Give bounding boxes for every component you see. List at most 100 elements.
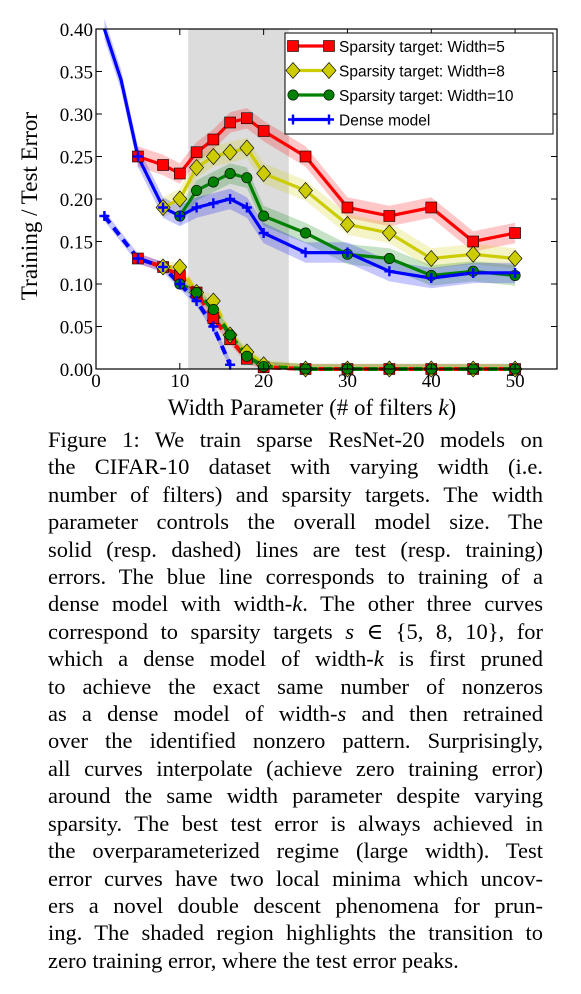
- caption-line: dense model with width-k. The other thre…: [48, 591, 543, 617]
- y-tick-label: 0.10: [60, 275, 93, 296]
- legend-label: Dense model: [339, 113, 430, 130]
- width5-test-point: [207, 133, 220, 146]
- caption-line: around the same width parameter despite …: [48, 783, 543, 809]
- width5-test-point: [383, 210, 396, 222]
- caption-line: solid (resp. dashed) lines are test (res…: [48, 536, 543, 562]
- x-axis-label: Width Parameter (# of filters k): [168, 395, 456, 420]
- width8-test-point: [239, 139, 255, 157]
- width10-test-point: [191, 185, 203, 197]
- width5-test-point: [509, 227, 521, 239]
- x-tick-label: 10: [170, 371, 189, 392]
- y-tick-label: 0.05: [60, 318, 93, 339]
- x-tick-label: 50: [506, 371, 525, 392]
- width10-test-point: [300, 227, 312, 239]
- width10-test-point: [258, 210, 270, 222]
- dense-test-point: [241, 202, 252, 213]
- width8-test-point: [340, 216, 355, 233]
- width5-test-point: [224, 116, 236, 129]
- y-tick-label: 0.40: [60, 20, 93, 41]
- width10-test-point: [241, 172, 253, 184]
- width5-test-point: [174, 167, 186, 180]
- legend-label: Sparsity target: Width=10: [339, 88, 514, 105]
- legend-marker: [285, 62, 301, 79]
- dense-test-point: [225, 194, 236, 204]
- dense-test-point: [132, 151, 143, 162]
- width8-test-point: [256, 165, 272, 182]
- width10-test-point: [224, 168, 236, 180]
- width5-test-point: [190, 146, 203, 159]
- legend-label: Sparsity target: Width=8: [339, 64, 505, 81]
- caption-line: as a dense model of width-s and then ret…: [48, 701, 543, 727]
- dense-test-point: [208, 198, 219, 209]
- dense-train-point: [158, 262, 169, 272]
- caption-line: error curves have two local minima which…: [48, 865, 543, 891]
- caption-line: over the identified nonzero pattern. Sur…: [48, 728, 543, 754]
- caption-line: correspond to sparsity targets s ∈ {5, 8…: [48, 618, 544, 644]
- width5-test-point: [241, 112, 253, 125]
- caption-line: all curves interpolate (achieve zero tra…: [48, 755, 543, 781]
- legend-marker: [287, 40, 299, 52]
- caption-line: Figure 1: We train sparse ResNet-20 mode…: [48, 427, 543, 452]
- dense-test-point: [174, 211, 185, 221]
- caption-line: to achieve the exact same number of nonz…: [48, 673, 543, 699]
- width10-test-point: [207, 176, 219, 188]
- caption-line: sparsity. The best test error is always …: [48, 810, 543, 836]
- dense-test-point: [300, 247, 311, 258]
- y-tick-label: 0.00: [60, 360, 93, 381]
- caption-line: ing. The shaded region highlights the tr…: [48, 920, 543, 946]
- width8-test-point: [381, 224, 397, 242]
- legend-marker: [324, 114, 334, 125]
- caption-line: errors. The blue line corresponds to tra…: [48, 564, 543, 590]
- width5-test-point: [425, 201, 438, 214]
- dense-test-point: [258, 228, 269, 238]
- figure: 0.00 0.05 0.10 0.15 0.20 0.25 0.30 0.35 0.40 0 10 2…: [0, 0, 581, 430]
- caption-line: which a dense model of width-k is first …: [48, 646, 543, 672]
- legend-marker: [323, 89, 335, 101]
- legend-marker: [287, 89, 299, 101]
- dense-test-line: [102, 28, 516, 280]
- dense-train-point: [225, 359, 236, 370]
- width5-test-point: [157, 159, 169, 171]
- dense-test-point: [468, 267, 479, 278]
- width8-test-point: [465, 245, 481, 263]
- width5-test-point: [257, 125, 270, 137]
- caption-line: parameter controls the overall model siz…: [48, 509, 543, 535]
- y-tick-label: 0.20: [60, 190, 93, 211]
- dense-train-point: [99, 211, 110, 221]
- x-tick-label: 30: [338, 371, 357, 392]
- width10-train-point: [224, 329, 236, 341]
- caption-line: the CIFAR-10 dataset with varying width …: [48, 454, 543, 480]
- caption-line: the overparameterized regime (large widt…: [48, 838, 543, 864]
- caption-line: zero training error, where the test erro…: [48, 947, 459, 973]
- caption-line: ers a novel double descent phenomena for…: [48, 892, 543, 918]
- dense-test-point: [158, 202, 169, 213]
- width5-test-point: [467, 235, 479, 248]
- dense-test-point: [191, 202, 202, 213]
- width5-test-point: [341, 201, 354, 214]
- caption-line: number of filters) and sparsity targets.…: [48, 481, 543, 507]
- width8-test-point: [172, 190, 188, 208]
- dense-train-point: [191, 296, 202, 306]
- width8-test-point: [423, 250, 439, 267]
- figure-caption: Figure 1: We train sparse ResNet-20 mode…: [48, 426, 543, 974]
- error-vs-width-chart: 0.00 0.05 0.10 0.15 0.20 0.25 0.30 0.35 0.40 0 10 2…: [17, 18, 558, 420]
- width8-test-point: [298, 182, 313, 199]
- width8-test-point: [189, 159, 204, 177]
- dense-train-point: [174, 279, 185, 289]
- width8-test-point: [507, 250, 523, 267]
- width5-test-point: [299, 150, 312, 163]
- dense-train-point: [132, 253, 143, 264]
- width8-test-point: [222, 143, 238, 161]
- width8-train-point: [172, 258, 188, 276]
- dense-test-point: [426, 273, 437, 284]
- legend-marker: [288, 114, 298, 125]
- width10-train-point: [207, 303, 219, 315]
- width10-test-point: [383, 253, 395, 265]
- x-tick-label: 20: [254, 371, 273, 392]
- y-tick-label: 0.30: [60, 105, 93, 126]
- legend-marker: [321, 62, 337, 79]
- x-tick-label: 40: [422, 371, 441, 392]
- dense-train-point: [208, 321, 219, 332]
- dense-test-point: [510, 267, 521, 278]
- y-tick-label: 0.35: [60, 63, 93, 84]
